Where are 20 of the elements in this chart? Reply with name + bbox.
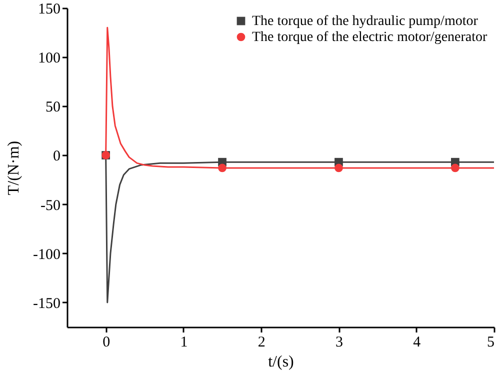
legend-label: The torque of the hydraulic pump/motor [252,14,478,29]
y-tick-label: 100 [38,50,60,67]
point [334,164,343,172]
x-tick-label: 3 [335,334,343,350]
x-axis-title: t/(s) [268,354,294,370]
x-tick-label: 0 [102,334,110,350]
point [451,164,460,172]
y-tick-label: 0 [53,148,60,165]
legend-label: The torque of the electric motor/generator [252,30,488,45]
x-tick-label: 4 [413,334,422,350]
y-tick-label: 50 [46,100,60,116]
point [218,164,226,172]
x-tick-label: 5 [487,334,494,350]
y-tick-label: -100 [33,246,60,263]
x-tick-label: 1 [180,334,188,350]
y-tick-label: 150 [38,2,60,18]
x-tick-label: 2 [258,334,266,350]
y-tick-label: -150 [33,296,60,312]
y-axis-title: T/(N·m) [6,140,22,196]
y-tick-label: -50 [40,198,60,214]
